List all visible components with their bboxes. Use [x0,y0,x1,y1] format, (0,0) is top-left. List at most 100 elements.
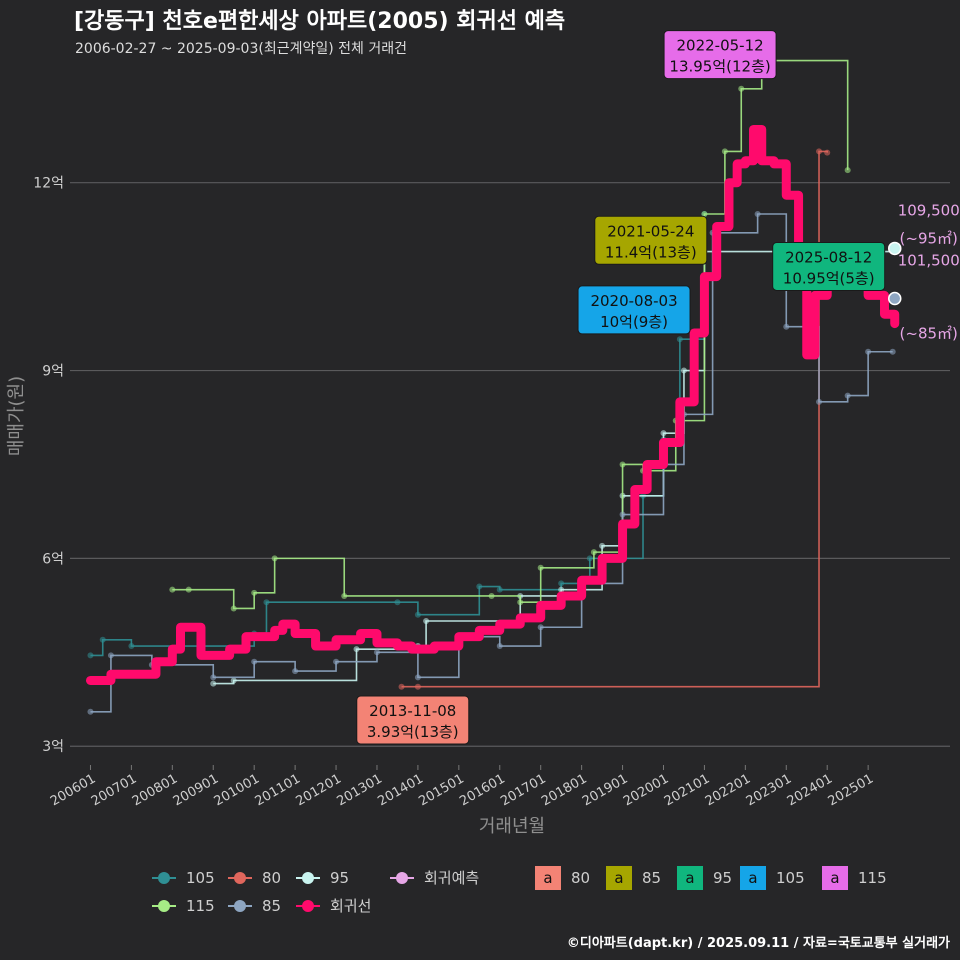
x-tick-label: 200901 [171,771,221,809]
x-tick-label: 202001 [621,771,671,809]
legend-box [822,866,848,890]
footer-credit: ©디아파트(dapt.kr) / 2025.09.11 / 자료=국토교통부 실… [567,935,950,951]
data-point-95 [599,542,606,549]
x-axis-title: 거래년월 [479,816,545,837]
annotation-box [772,241,886,291]
legend-box [740,866,766,890]
data-point-80 [414,683,421,690]
data-point-95 [680,367,687,374]
data-point-95 [210,680,217,687]
data-point-85 [251,658,258,665]
grid-lines [70,182,950,747]
x-tick-label: 202201 [703,771,753,809]
x-tick-label: 201301 [334,771,384,809]
data-point-105 [263,599,270,606]
prediction-area: (~85㎡) [900,325,958,343]
legend-box [606,866,632,890]
annotation-date: 2025-08-12 [785,248,872,266]
x-tick-label: 201601 [457,771,507,809]
legend-box [677,866,703,890]
series-line-115 [172,59,849,610]
data-point-95 [660,430,667,437]
data-point-115 [169,586,176,593]
annotation-price: 10억(9층) [600,313,668,331]
data-point-85 [87,708,94,715]
legend-box-glyph: a [614,869,623,887]
data-point-115 [590,549,597,556]
data-point-115 [537,564,544,571]
y-tick-label: 12억 [33,176,64,192]
annotation-price: 11.4억(13층) [605,243,697,261]
x-tick-label: 202301 [744,771,794,809]
x-tick-label: 201701 [498,771,548,809]
legend-label: 105 [186,869,215,887]
data-point-105 [496,586,503,593]
prediction-value: 109,500 [898,201,960,219]
data-point-105 [394,599,401,606]
annotation-date: 2013-11-08 [369,702,456,720]
chart-title: [강동구] 천호e편한세상 아파트(2005) 회귀선 예측 [74,9,565,34]
x-tick-label: 200701 [89,771,139,809]
annotation-date: 2020-08-03 [590,292,677,310]
prediction-area: (~95㎡) [900,229,958,247]
annotation-date: 2022-05-12 [676,37,763,55]
data-point-80 [398,683,405,690]
data-point-80 [824,149,831,156]
data-point-85 [865,348,872,355]
data-point-85 [783,323,790,330]
legend-box-label: 80 [571,869,590,887]
data-point-115 [721,148,728,155]
y-tick-label: 3억 [42,739,64,755]
legend-label: 80 [262,869,281,887]
x-tick-label: 201201 [294,771,344,809]
y-axis-title: 매매가(원) [6,376,27,456]
legend-box [535,866,561,890]
legend-box-label: 105 [776,869,805,887]
x-tick-label: 201901 [580,771,630,809]
prediction-point [887,241,902,256]
data-point-105 [586,555,593,562]
legend-key-dot [302,900,314,912]
data-point-105 [128,643,135,650]
data-point-80 [816,148,823,155]
x-tick-label: 202101 [662,771,712,809]
x-tick-label: 201101 [253,771,303,809]
data-point-115 [738,85,745,92]
x-tick-label: 202401 [785,771,835,809]
legend-key-dot [234,872,246,884]
y-tick-label: 6억 [42,551,64,567]
data-point-95 [230,677,237,684]
legend-key-dot [302,872,314,884]
legend-key-dot [234,900,246,912]
annotation-layer: 109,500 (~95㎡) 101,500 (~85㎡) 2013-11-08 3.93… [356,30,960,745]
data-point-85 [754,211,761,218]
data-point-85 [619,511,626,518]
legend-key-dot [396,872,408,884]
series-layer [85,57,900,715]
x-tick-label: 201801 [539,771,589,809]
x-tick-label: 200601 [48,771,98,809]
legend-label: 회귀예측 [424,869,479,887]
legend: 105 80 95 회귀예측 115 85 회귀선 a 80 a 85 a 95 a 105 a 115 [152,866,887,915]
legend-box-label: 85 [642,869,661,887]
series-line-95 [213,248,894,685]
legend-box-label: 115 [858,869,887,887]
annotation-box [594,215,708,265]
legend-box-glyph: a [748,869,757,887]
data-point-115 [271,555,278,562]
prediction-value: 101,500 [898,252,960,270]
data-point-105 [87,652,94,659]
annotation-box [663,30,777,80]
x-tick-label: 202501 [826,771,876,809]
legend-box-label: 95 [713,869,732,887]
legend-box-glyph: a [543,869,552,887]
x-tick-label: 201501 [416,771,466,809]
prediction-point [887,291,902,306]
data-point-85 [537,624,544,631]
x-tick-label: 200801 [130,771,180,809]
data-point-85 [414,674,421,681]
x-tick-label: 201001 [212,771,262,809]
data-point-85 [816,398,823,405]
legend-label: 115 [186,897,215,915]
